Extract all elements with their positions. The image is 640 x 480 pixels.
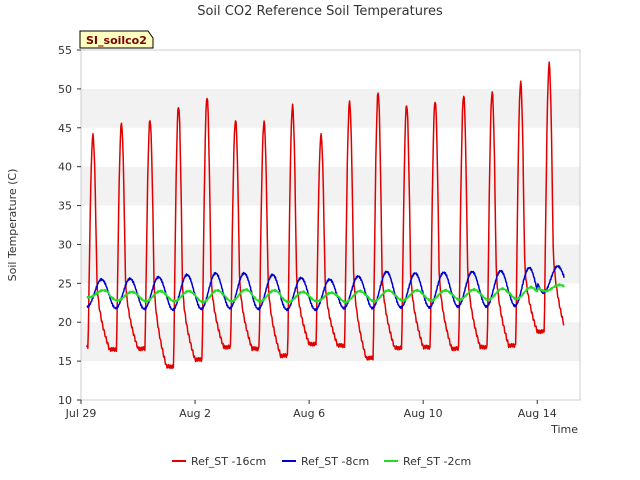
y-tick-label: 10 xyxy=(58,394,72,407)
y-tick-label: 15 xyxy=(58,355,72,368)
legend-label: Ref_ST -8cm xyxy=(301,455,369,468)
station-tag-label: SI_soilco2 xyxy=(86,34,147,47)
legend-label: Ref_ST -16cm xyxy=(191,455,266,468)
x-axis-label: Time xyxy=(550,423,578,436)
legend-label: Ref_ST -2cm xyxy=(403,455,471,468)
series-lines xyxy=(85,61,565,370)
plot-band xyxy=(81,50,580,89)
x-tick-label: Aug 2 xyxy=(179,407,211,420)
plot-band xyxy=(81,322,580,362)
legend: Ref_ST -16cm Ref_ST -8cm Ref_ST -2cm xyxy=(172,455,471,468)
station-tag: SI_soilco2 xyxy=(79,30,154,49)
x-tick-label: Aug 10 xyxy=(404,407,443,420)
plot-band xyxy=(81,205,580,245)
x-axis: Jul 29 Aug 2 Aug 6 Aug 10 Aug 14 xyxy=(65,400,557,420)
y-tick-label: 35 xyxy=(58,200,72,213)
x-tick-label: Aug 14 xyxy=(518,407,557,420)
y-tick-label: 50 xyxy=(58,83,72,96)
series-line xyxy=(86,283,565,304)
y-axis: 10 15 20 25 30 35 40 45 50 55 xyxy=(58,44,81,407)
x-tick-label: Jul 29 xyxy=(65,407,97,420)
y-tick-label: 45 xyxy=(58,122,72,135)
plot-bands xyxy=(81,50,580,400)
y-tick-label: 20 xyxy=(58,316,72,329)
station-tag-box xyxy=(79,30,154,49)
plot-band xyxy=(81,127,580,167)
y-tick-label: 40 xyxy=(58,161,72,174)
plot-band xyxy=(81,361,580,400)
y-axis-label: Soil Temperature (C) xyxy=(6,169,19,282)
x-tick-label: Aug 6 xyxy=(293,407,325,420)
plot-band xyxy=(81,88,580,128)
y-tick-label: 55 xyxy=(58,44,72,57)
plot-band xyxy=(81,166,580,206)
y-tick-label: 30 xyxy=(58,238,72,251)
chart-title: Soil CO2 Reference Soil Temperatures xyxy=(197,4,443,19)
plot-frame xyxy=(80,49,581,401)
y-tick-label: 25 xyxy=(58,277,72,290)
